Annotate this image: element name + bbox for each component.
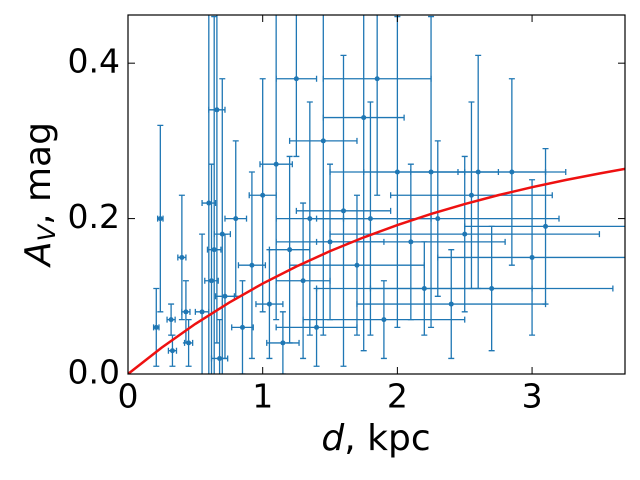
point [374,76,380,82]
point [179,254,185,260]
y-error-bar [360,15,367,352]
point [280,340,286,346]
point-group [194,233,210,374]
point [462,231,468,237]
y-tick-label: 0.2 [68,197,120,236]
point-group [237,171,267,360]
point [214,107,220,113]
point [287,247,293,253]
point [529,254,535,260]
point-group [266,311,300,374]
point-group [315,163,506,321]
point [489,286,495,292]
point-group [389,101,553,290]
point [543,223,549,229]
point [249,262,255,268]
y-tick-label: 0.4 [68,42,120,81]
point [260,192,266,198]
point-group [259,15,293,321]
point-group [166,303,176,336]
point-group [204,163,219,374]
point-group [206,15,222,374]
point [183,309,189,315]
x-tick-label: 2 [387,377,408,416]
point [233,216,239,222]
point-group [177,194,187,321]
point [320,138,326,144]
point-group [255,249,284,360]
point [211,247,217,253]
plot-marks [128,15,625,374]
x-axis-label: d, kpc [321,418,430,459]
y-label-unit: , mag [18,122,59,225]
x-tick-label: 1 [252,377,273,416]
x-label-symbol: d [321,418,345,459]
point [239,324,245,330]
x-label-unit: , kpc [344,418,430,459]
y-tick-label: 0.0 [68,353,120,392]
point [222,293,228,299]
point [273,161,279,167]
x-tick-label: 3 [522,377,543,416]
point [168,317,174,323]
y-label-symbol: A [18,241,59,268]
point-group [464,148,625,305]
point [468,192,474,198]
point [199,309,205,315]
point-group [295,54,392,367]
y-label-subscript: V [33,223,61,241]
point-group [201,15,217,374]
point-group [437,179,625,336]
point [361,115,367,121]
point-group [356,249,547,360]
point-group [275,15,318,158]
point-group [288,194,425,336]
y-axis-label: AV, mag [18,122,61,268]
point-group [288,15,358,336]
point [206,200,212,206]
point [293,76,299,82]
point [354,262,360,268]
point [509,169,515,175]
point-group [224,140,248,297]
point [209,278,215,284]
point [153,324,159,330]
point-group [369,225,614,352]
x-tick-label: 0 [118,377,139,416]
point-group [315,140,560,297]
point [266,301,272,307]
point [300,278,306,284]
point [435,216,441,222]
point-group [457,78,567,266]
point [157,216,163,222]
point-group [167,334,178,367]
point [341,208,347,214]
y-error-bar [374,15,381,196]
y-error-bar [320,15,327,336]
model-curve [128,167,625,374]
point [408,239,414,245]
point-group [322,15,432,196]
point-group [248,78,277,313]
point [448,301,454,307]
point [169,348,175,354]
plot-frame [127,14,626,375]
point [381,317,387,323]
point [217,355,223,361]
point-group [156,124,164,313]
point-group [322,15,405,352]
point-group [302,280,466,360]
point [314,324,320,330]
point-group [268,155,311,344]
point-group [275,287,358,367]
point [186,340,192,346]
point-group [214,233,236,360]
